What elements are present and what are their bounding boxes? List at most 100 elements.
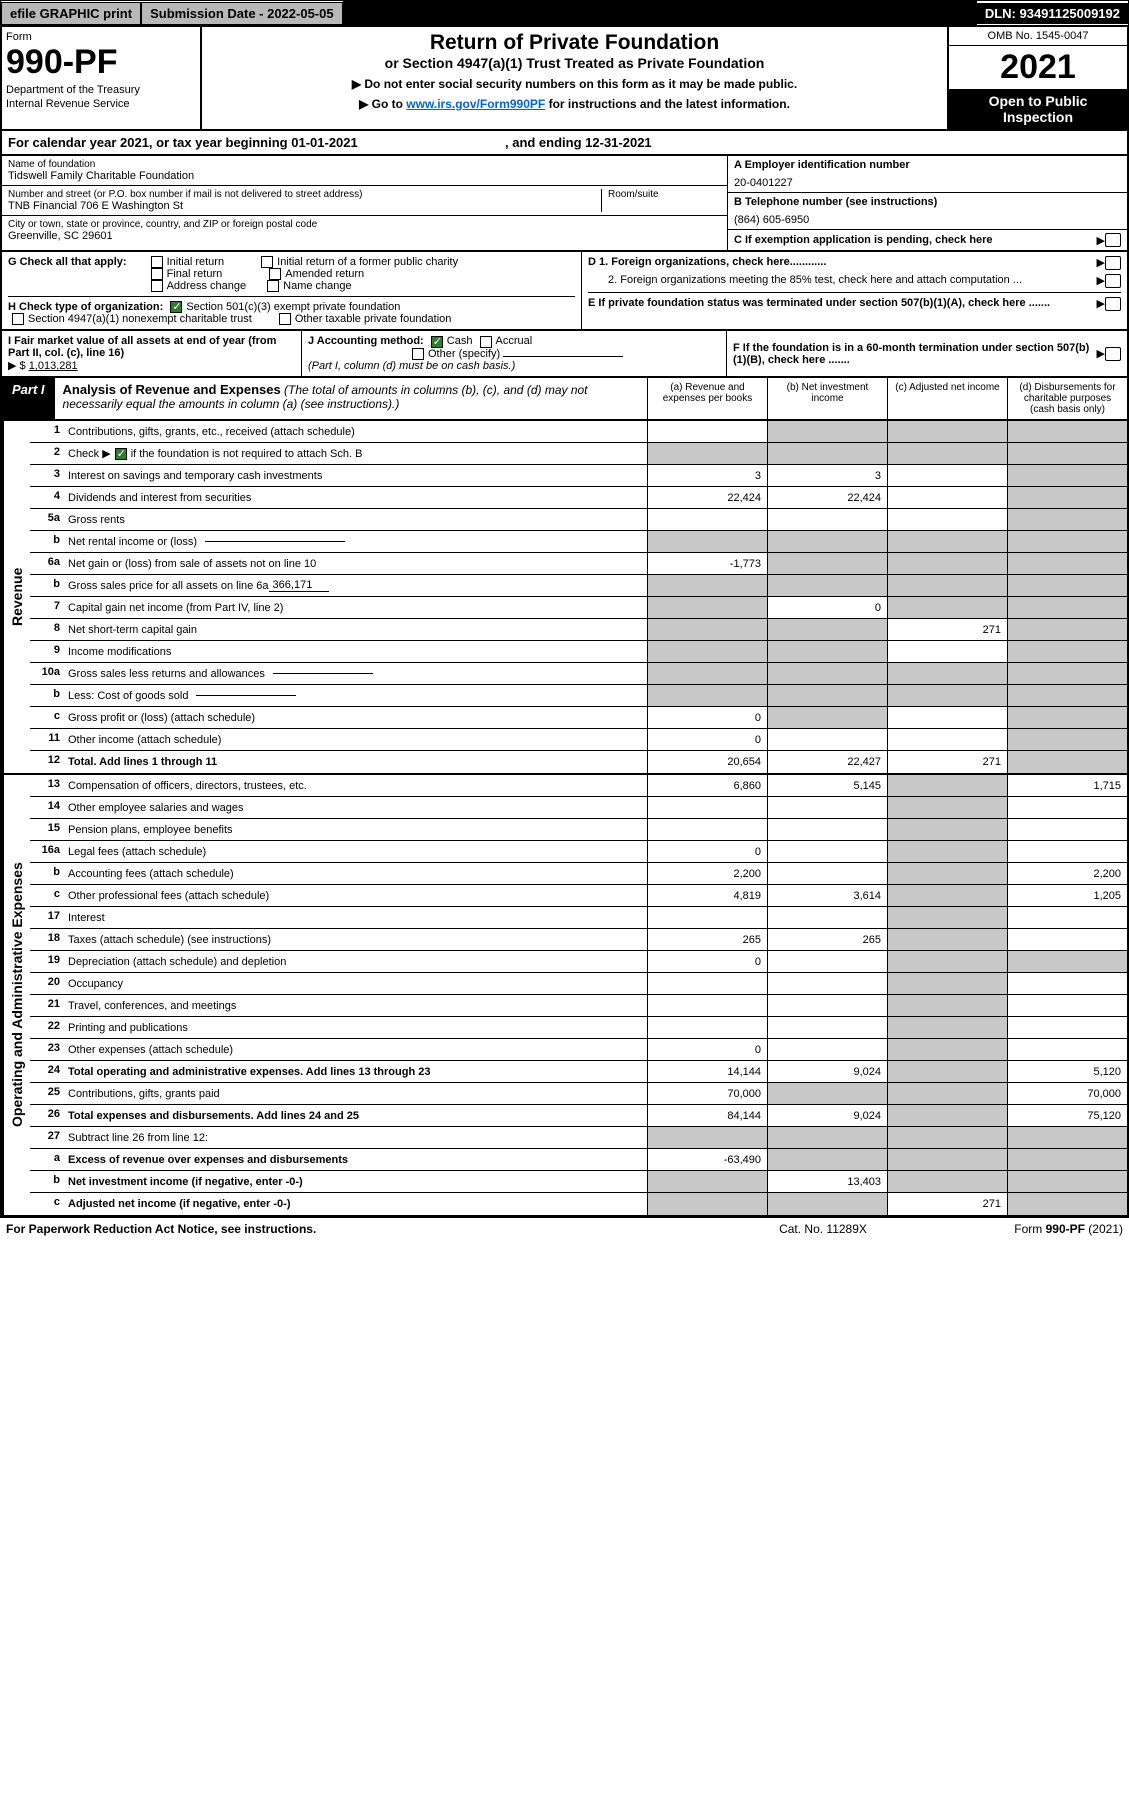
- cell-c: [887, 907, 1007, 928]
- cell-d: [1007, 443, 1127, 464]
- row-num: c: [30, 885, 64, 906]
- tax-year: 2021: [949, 46, 1127, 89]
- col-d-header: (d) Disbursements for charitable purpose…: [1007, 378, 1127, 419]
- row-num: 14: [30, 797, 64, 818]
- h-501c3: Section 501(c)(3) exempt private foundat…: [186, 301, 400, 313]
- cell-a: 0: [647, 1039, 767, 1060]
- efile-print-button[interactable]: efile GRAPHIC print: [1, 2, 141, 25]
- cb-d1[interactable]: [1105, 256, 1121, 270]
- cell-c: [887, 509, 1007, 530]
- cb-addr-change[interactable]: [151, 280, 163, 292]
- form-url-link[interactable]: www.irs.gov/Form990PF: [406, 97, 545, 111]
- cell-d: [1007, 929, 1127, 950]
- part1-header: Part I Analysis of Revenue and Expenses …: [0, 378, 1129, 421]
- cell-b: [767, 729, 887, 750]
- cb-schb[interactable]: [115, 448, 127, 460]
- row-desc: Net rental income or (loss): [64, 531, 647, 552]
- row-desc: Gross profit or (loss) (attach schedule): [64, 707, 647, 728]
- footer-right: Form 990-PF (2021): [923, 1222, 1123, 1236]
- cell-b: [767, 1083, 887, 1104]
- row-desc: Compensation of officers, directors, tru…: [64, 775, 647, 796]
- h-4947: Section 4947(a)(1) nonexempt charitable …: [28, 313, 252, 325]
- cb-amended[interactable]: [269, 268, 281, 280]
- row-desc: Dividends and interest from securities: [64, 487, 647, 508]
- row-num: 2: [30, 443, 64, 464]
- d1-label: D 1. Foreign organizations, check here..…: [588, 256, 1097, 270]
- cell-d: [1007, 995, 1127, 1016]
- cb-other-method[interactable]: [412, 348, 424, 360]
- cb-other-tax[interactable]: [279, 313, 291, 325]
- cell-b: [767, 797, 887, 818]
- revenue-section: Revenue 1Contributions, gifts, grants, e…: [0, 421, 1129, 775]
- cal-end: 12-31-2021: [585, 135, 652, 150]
- cell-b: [767, 841, 887, 862]
- cell-c: 271: [887, 751, 1007, 773]
- addr-label: Number and street (or P.O. box number if…: [8, 189, 601, 200]
- cb-final[interactable]: [151, 268, 163, 280]
- cell-d: [1007, 641, 1127, 662]
- foundation-name: Tidswell Family Charitable Foundation: [8, 170, 721, 182]
- part1-title-cell: Analysis of Revenue and Expenses (The to…: [55, 378, 647, 419]
- cell-a: 0: [647, 841, 767, 862]
- cell-c: [887, 707, 1007, 728]
- cell-a: [647, 819, 767, 840]
- form-title: Return of Private Foundation: [212, 31, 937, 55]
- name-label: Name of foundation: [8, 159, 721, 170]
- cell-a: -1,773: [647, 553, 767, 574]
- city-cell: City or town, state or province, country…: [2, 216, 727, 245]
- phone-value: (864) 605-6950: [734, 214, 1121, 226]
- info-block: Name of foundation Tidswell Family Chari…: [0, 156, 1129, 252]
- cell-a: 0: [647, 951, 767, 972]
- row-desc: Other expenses (attach schedule): [64, 1039, 647, 1060]
- cell-a: [647, 1017, 767, 1038]
- cell-d: [1007, 465, 1127, 486]
- ein-value: 20-0401227: [734, 177, 1121, 189]
- cell-b: [767, 973, 887, 994]
- row-num: 3: [30, 465, 64, 486]
- cell-d: [1007, 1039, 1127, 1060]
- cell-d: 2,200: [1007, 863, 1127, 884]
- cell-d: [1007, 509, 1127, 530]
- row-num: c: [30, 1193, 64, 1215]
- row-num: a: [30, 1149, 64, 1170]
- row-num: 18: [30, 929, 64, 950]
- expenses-section: Operating and Administrative Expenses 13…: [0, 775, 1129, 1217]
- cell-c: [887, 729, 1007, 750]
- cell-b: 5,145: [767, 775, 887, 796]
- cb-f[interactable]: [1105, 347, 1121, 361]
- cb-cash[interactable]: [431, 336, 443, 348]
- cb-accrual[interactable]: [480, 336, 492, 348]
- row-num: b: [30, 575, 64, 596]
- r10b-d: Less: Cost of goods sold: [68, 690, 188, 702]
- cell-d: [1007, 1193, 1127, 1215]
- form-number: 990-PF: [6, 43, 196, 82]
- top-bar: efile GRAPHIC print Submission Date - 20…: [0, 0, 1129, 26]
- cb-501c3[interactable]: [170, 301, 182, 313]
- cell-a: [647, 641, 767, 662]
- row-desc: Occupancy: [64, 973, 647, 994]
- cell-c: [887, 819, 1007, 840]
- cb-4947[interactable]: [12, 313, 24, 325]
- cell-c: [887, 1061, 1007, 1082]
- cell-c: [887, 487, 1007, 508]
- row-num: b: [30, 863, 64, 884]
- exemption-checkbox[interactable]: [1105, 233, 1121, 247]
- cb-d2[interactable]: [1105, 274, 1121, 288]
- cell-b: [767, 995, 887, 1016]
- row-num: 7: [30, 597, 64, 618]
- cell-c: [887, 421, 1007, 442]
- cb-initial[interactable]: [151, 256, 163, 268]
- cell-d: [1007, 1171, 1127, 1192]
- row-desc: Depreciation (attach schedule) and deple…: [64, 951, 647, 972]
- cell-b: [767, 819, 887, 840]
- cell-d: 5,120: [1007, 1061, 1127, 1082]
- row-desc: Other employee salaries and wages: [64, 797, 647, 818]
- cb-e[interactable]: [1105, 297, 1121, 311]
- cell-d: [1007, 797, 1127, 818]
- cb-initial-former[interactable]: [261, 256, 273, 268]
- cell-c: [887, 995, 1007, 1016]
- cell-a: 6,860: [647, 775, 767, 796]
- cell-a: [647, 1171, 767, 1192]
- cell-b: [767, 1039, 887, 1060]
- cb-name-change[interactable]: [267, 280, 279, 292]
